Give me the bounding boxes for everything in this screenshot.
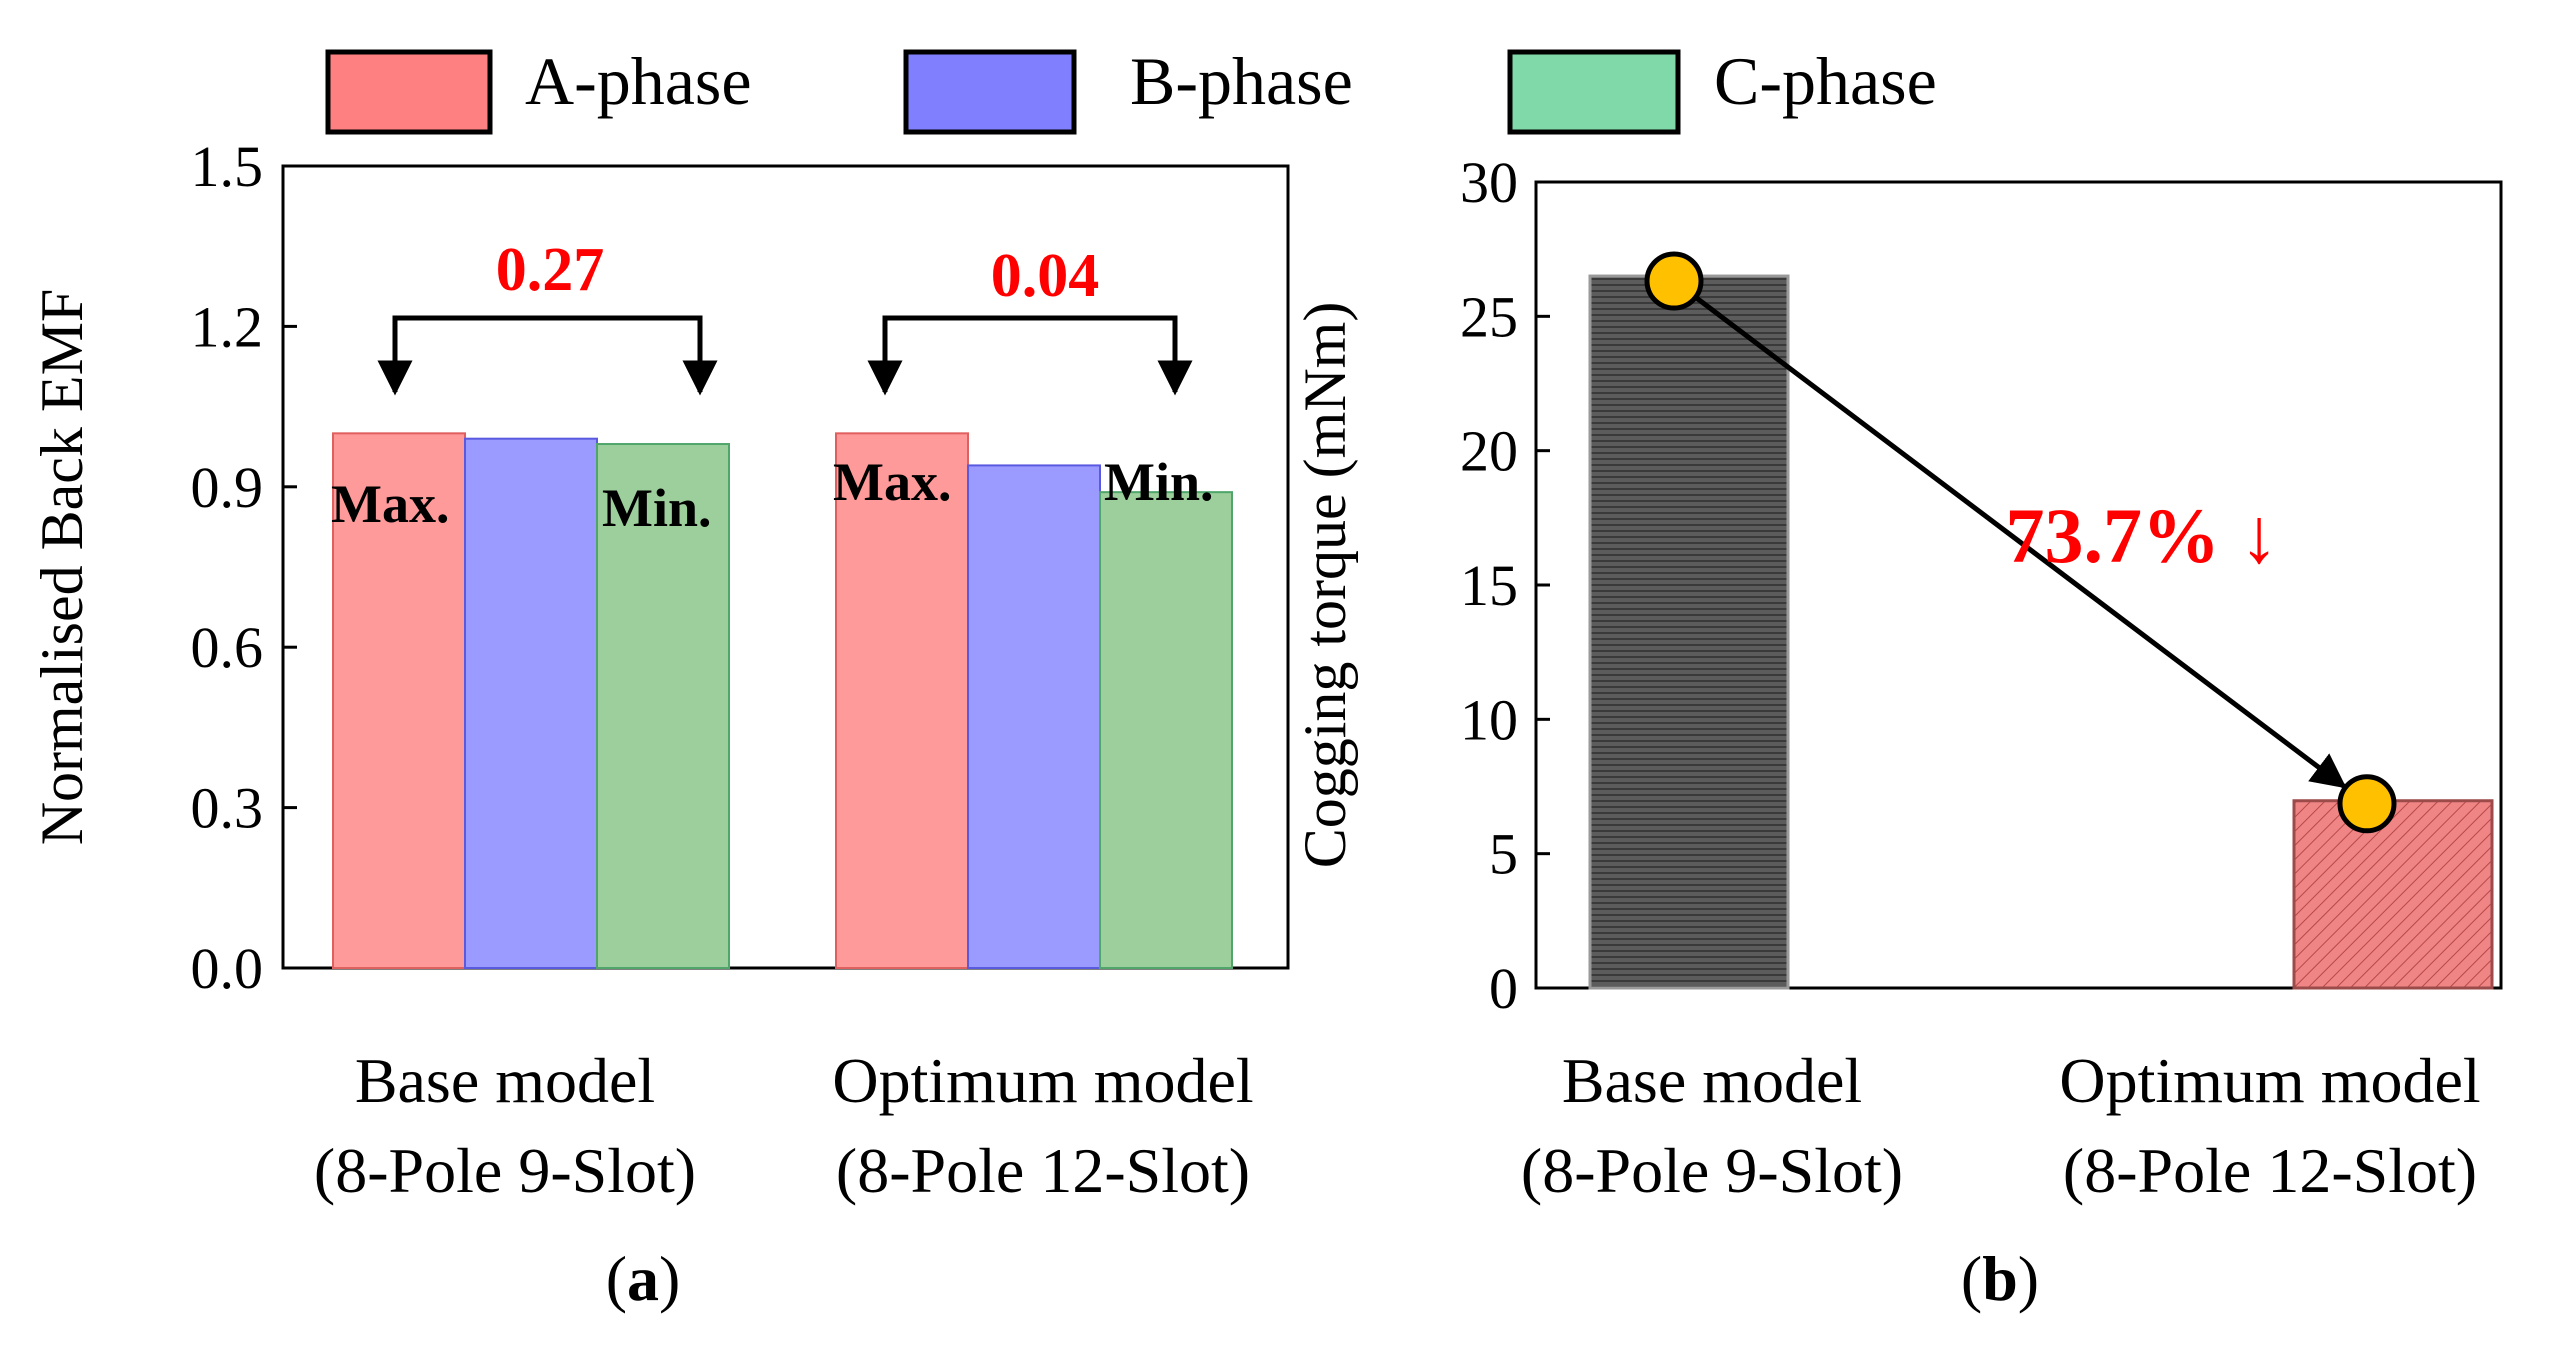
chart-b-xtick-base-line1: Base model: [1562, 1045, 1862, 1116]
legend-swatch-a-phase: [325, 49, 493, 135]
legend-item-b-phase: B-phase: [903, 43, 1353, 135]
chart-b-ytick-label: 5: [1489, 822, 1518, 887]
legend-label-c-phase: C-phase: [1714, 43, 1937, 119]
chart-a-ylabel: Normalised Back EMF: [29, 289, 95, 846]
chart-a-ytick-label: 0.3: [191, 776, 264, 841]
chart-a-plot-frame: [281, 164, 1290, 970]
panel-label-a-open: (: [606, 1243, 627, 1314]
chart-a-bar-a-phase-base: [332, 432, 466, 970]
chart-b-ytick-label: 25: [1460, 284, 1518, 349]
panel-label-a: (a): [606, 1243, 681, 1314]
chart-b-ytick-label: 15: [1460, 553, 1518, 618]
chart-b-bar-base: [1588, 274, 1790, 990]
chart-a-bar-c-phase-base: [596, 443, 730, 969]
chart-a-max-label-optimum: Max.: [833, 452, 951, 512]
chart-b: 0 5 10 15 20 25 30 Cogging torque (mNm) 73.7% …: [1292, 150, 2503, 1314]
chart-a-range-value-optimum: 0.04: [991, 242, 1100, 310]
panel-label-b-open: (: [1961, 1243, 1982, 1314]
chart-b-bars: [1588, 274, 2494, 990]
chart-b-ytick-label: 30: [1460, 150, 1518, 215]
chart-b-ytick-label: 0: [1489, 956, 1518, 1021]
chart-a-max-label-base: Max.: [331, 474, 449, 534]
chart-a-min-label-base: Min.: [602, 478, 712, 538]
legend-swatch-b-phase: [903, 49, 1077, 135]
chart-a-bars: [332, 432, 1233, 970]
chart-b-marker-base: [1644, 251, 1704, 311]
chart-a-ytick-label: 0.9: [191, 455, 264, 520]
chart-a-xtick-optimum-line1: Optimum model: [832, 1045, 1253, 1116]
chart-a-min-label-optimum: Min.: [1104, 452, 1214, 512]
legend-swatch-c-phase: [1507, 49, 1681, 135]
panel-label-b-close: ): [2018, 1243, 2039, 1314]
chart-a-xtick-base-line1: Base model: [355, 1045, 655, 1116]
legend-item-a-phase: A-phase: [325, 43, 752, 135]
chart-a: 0.0 0.3 0.6 0.9 1.2 1.5 Normalised Back EMF B…: [29, 134, 1290, 1314]
chart-a-ytick-label: 1.5: [191, 134, 264, 199]
bracket-optimum-path: [867, 315, 1193, 396]
chart-b-trend-arrow: [1694, 295, 2347, 789]
chart-a-yticks: 0.0 0.3 0.6 0.9 1.2 1.5: [191, 134, 297, 1001]
chart-a-bar-a-phase-optimum: [835, 432, 969, 970]
chart-b-xtick-optimum-line2: (8-Pole 12-Slot): [2063, 1135, 2477, 1206]
chart-b-yticks: 0 5 10 15 20 25 30: [1460, 150, 1550, 1021]
chart-b-xtick-base-line2: (8-Pole 9-Slot): [1521, 1135, 1903, 1206]
panel-label-a-letter: a: [627, 1243, 659, 1314]
panel-label-b-letter: b: [1982, 1243, 2018, 1314]
chart-a-range-value-base: 0.27: [496, 236, 605, 304]
chart-b-ylabel: Cogging torque (mNm): [1292, 302, 1358, 869]
chart-a-ytick-label: 0.0: [191, 936, 264, 1001]
chart-a-ytick-label: 1.2: [191, 294, 264, 359]
chart-a-range-bracket-optimum: 0.04: [867, 242, 1193, 396]
chart-a-ytick-label: 0.6: [191, 615, 264, 680]
chart-a-bar-b-phase-base: [464, 437, 598, 969]
chart-b-ytick-label: 10: [1460, 687, 1518, 752]
chart-b-xtick-optimum-line1: Optimum model: [2059, 1045, 2480, 1116]
chart-a-bar-c-phase-optimum: [1099, 491, 1233, 969]
chart-a-range-bracket-base: 0.27: [377, 236, 718, 396]
chart-b-bar-optimum: [2292, 799, 2494, 990]
bracket-base-path: [377, 315, 718, 396]
chart-b-marker-optimum: [2337, 774, 2397, 834]
chart-a-bar-b-phase-optimum: [967, 464, 1101, 969]
panel-label-a-close: ): [659, 1243, 680, 1314]
chart-b-reduction-annotation: 73.7% ↓: [2006, 492, 2279, 579]
legend-item-c-phase: C-phase: [1507, 43, 1937, 135]
legend-label-a-phase: A-phase: [525, 43, 752, 119]
legend: A-phase B-phase C-phase: [325, 43, 1937, 135]
chart-a-xtick-optimum-line2: (8-Pole 12-Slot): [836, 1135, 1250, 1206]
panel-label-b: (b): [1961, 1243, 2039, 1314]
chart-a-xtick-base-line2: (8-Pole 9-Slot): [314, 1135, 696, 1206]
legend-label-b-phase: B-phase: [1130, 43, 1353, 119]
chart-b-ytick-label: 20: [1460, 419, 1518, 484]
